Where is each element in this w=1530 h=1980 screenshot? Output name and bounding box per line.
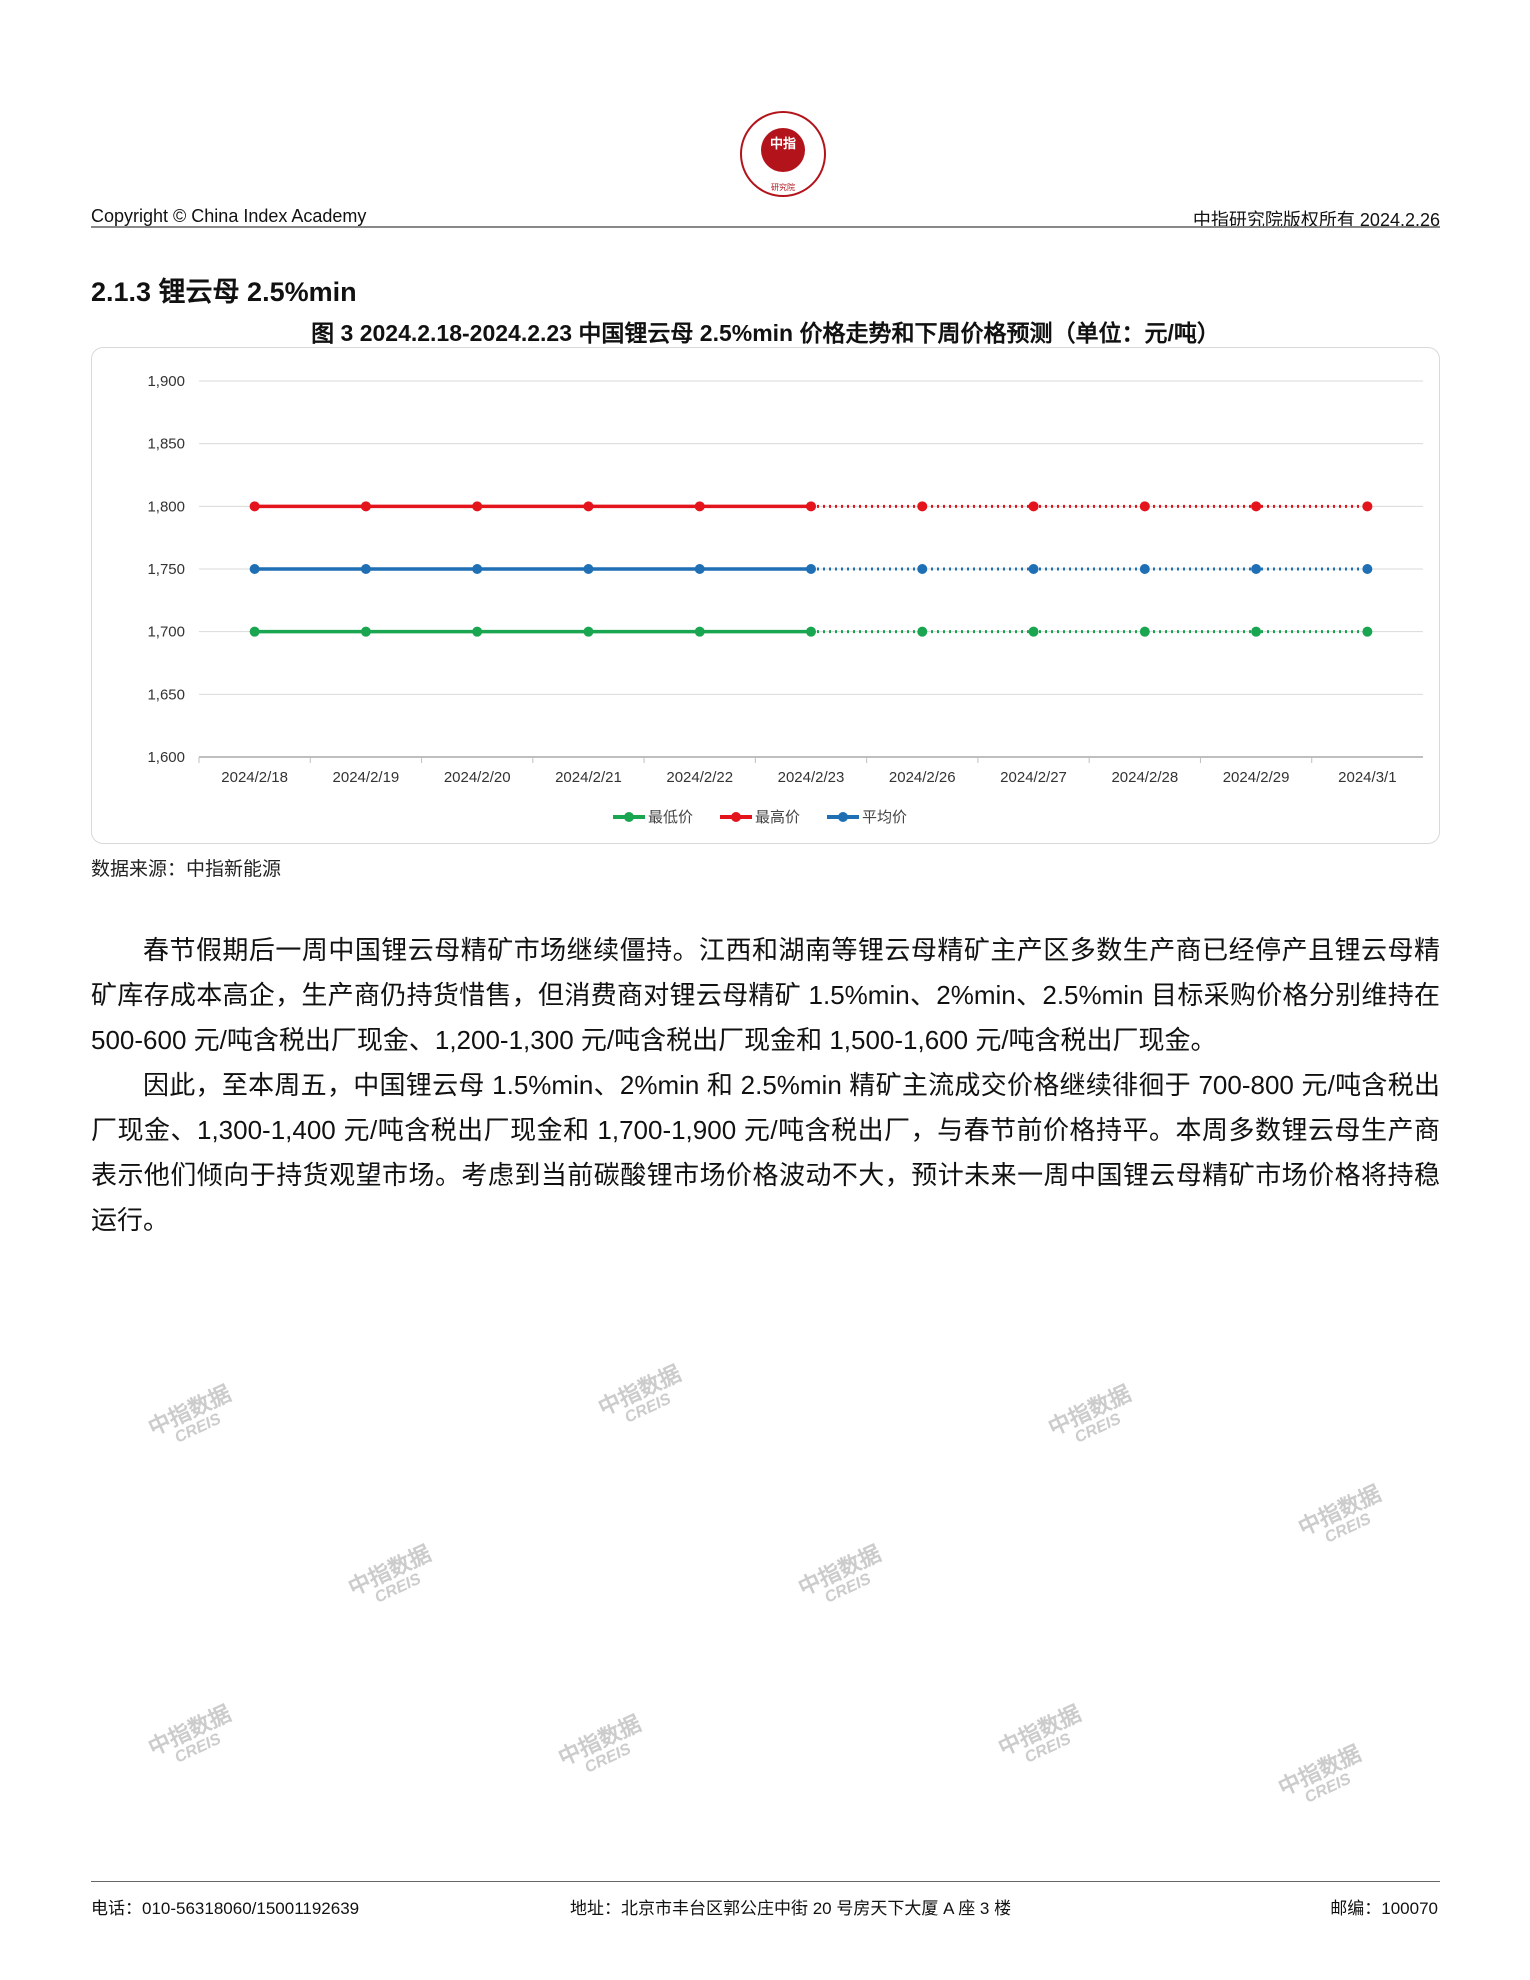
data-point bbox=[360, 564, 371, 574]
footer-divider bbox=[91, 1881, 1440, 1882]
footer-zipcode: 邮编：100070 bbox=[1330, 1899, 1438, 1918]
watermark: 中指数据 CREIS bbox=[794, 1540, 885, 1607]
watermark: 中指数据 CREIS bbox=[144, 1700, 235, 1767]
footer-phone: 电话：010-56318060/15001192639 bbox=[91, 1899, 360, 1918]
data-point bbox=[1362, 564, 1373, 574]
data-point bbox=[1362, 501, 1373, 512]
logo-bottom-text: 研究院 bbox=[771, 182, 795, 192]
logo-center-text: 中指 bbox=[770, 136, 796, 151]
body-text: 春节假期后一周中国锂云母精矿市场继续僵持。江西和湖南等锂云母精矿主产区多数生产商… bbox=[91, 928, 1440, 1243]
rights-text: 中指研究院版权所有 2024.2.26 bbox=[1192, 210, 1440, 230]
legend-marker bbox=[731, 812, 741, 822]
data-point bbox=[1139, 501, 1150, 512]
data-point bbox=[1251, 501, 1262, 512]
paragraph: 春节假期后一周中国锂云母精矿市场继续僵持。江西和湖南等锂云母精矿主产区多数生产商… bbox=[91, 935, 1440, 1055]
x-tick-label: 2024/2/28 bbox=[1111, 769, 1178, 786]
x-tick-label: 2024/2/18 bbox=[221, 769, 288, 786]
data-point bbox=[917, 564, 928, 574]
data-point bbox=[694, 501, 705, 512]
data-point bbox=[806, 626, 816, 637]
y-tick-label: 1,850 bbox=[147, 436, 185, 453]
y-tick-label: 1,900 bbox=[147, 373, 185, 390]
data-point bbox=[1251, 626, 1262, 637]
y-tick-label: 1,650 bbox=[147, 686, 185, 703]
data-point bbox=[249, 626, 260, 637]
watermark: 中指数据 CREIS bbox=[594, 1360, 685, 1427]
copyright-text: Copyright © China Index Academy bbox=[91, 206, 367, 226]
data-point bbox=[806, 564, 816, 574]
x-tick-label: 2024/2/26 bbox=[889, 769, 956, 786]
data-source: 数据来源：中指新能源 bbox=[91, 859, 282, 880]
data-point bbox=[249, 564, 260, 574]
chart-frame bbox=[91, 347, 1440, 844]
data-point bbox=[1028, 501, 1039, 512]
data-point bbox=[1362, 626, 1373, 637]
x-tick-label: 2024/2/27 bbox=[1000, 769, 1067, 786]
x-tick-label: 2024/2/19 bbox=[333, 769, 400, 786]
data-point bbox=[917, 626, 928, 637]
legend-label: 最低价 bbox=[648, 809, 693, 826]
watermark: 中指数据 CREIS bbox=[144, 1380, 235, 1447]
x-tick-label: 2024/2/22 bbox=[666, 769, 733, 786]
data-point bbox=[1139, 626, 1150, 637]
y-tick-label: 1,700 bbox=[147, 624, 185, 641]
x-tick-label: 2024/3/1 bbox=[1338, 769, 1396, 786]
watermark: 中指数据 CREIS bbox=[1274, 1740, 1365, 1807]
data-point bbox=[249, 501, 260, 512]
header-divider bbox=[91, 226, 1440, 228]
data-point bbox=[583, 501, 594, 512]
figure-title: 图 3 2024.2.18-2024.2.23 中国锂云母 2.5%min 价格… bbox=[311, 320, 1220, 346]
paragraph: 因此，至本周五，中国锂云母 1.5%min、2%min 和 2.5%min 精矿… bbox=[91, 1070, 1440, 1235]
watermark: 中指数据 CREIS bbox=[1294, 1480, 1385, 1547]
china-index-academy-logo: 中指 研究院 bbox=[740, 111, 826, 197]
data-point bbox=[694, 564, 705, 574]
y-tick-label: 1,600 bbox=[147, 749, 185, 766]
y-tick-label: 1,750 bbox=[147, 561, 185, 578]
data-point bbox=[472, 501, 483, 512]
watermark: 中指数据 CREIS bbox=[344, 1540, 435, 1607]
watermark: 中指数据 CREIS bbox=[994, 1700, 1085, 1767]
data-point bbox=[583, 626, 594, 637]
legend-marker bbox=[838, 812, 848, 822]
data-point bbox=[472, 564, 483, 574]
data-point bbox=[1028, 626, 1039, 637]
data-point bbox=[806, 501, 816, 512]
data-point bbox=[917, 501, 928, 512]
data-point bbox=[360, 626, 371, 637]
data-point bbox=[360, 501, 371, 512]
data-point bbox=[1251, 564, 1262, 574]
section-title: 2.1.3 锂云母 2.5%min bbox=[91, 277, 357, 307]
x-tick-label: 2024/2/29 bbox=[1223, 769, 1290, 786]
x-tick-label: 2024/2/23 bbox=[778, 769, 845, 786]
legend-label: 最高价 bbox=[755, 809, 800, 826]
data-point bbox=[694, 626, 705, 637]
legend-marker bbox=[624, 812, 634, 822]
watermark: 中指数据 CREIS bbox=[554, 1710, 645, 1777]
data-point bbox=[472, 626, 483, 637]
legend-label: 平均价 bbox=[862, 809, 907, 826]
x-tick-label: 2024/2/20 bbox=[444, 769, 511, 786]
price-line-chart: 1,600 1,650 1,700 1,750 1,800 1,850 1,900 2024/… bbox=[147, 373, 1423, 826]
data-point bbox=[1028, 564, 1039, 574]
data-point bbox=[583, 564, 594, 574]
data-point bbox=[1139, 564, 1150, 574]
watermark: 中指数据 CREIS bbox=[1044, 1380, 1135, 1447]
footer-address: 地址：北京市丰台区郭公庄中街 20 号房天下大厦 A 座 3 楼 bbox=[570, 1899, 1012, 1918]
y-tick-label: 1,800 bbox=[147, 498, 185, 515]
x-tick-label: 2024/2/21 bbox=[555, 769, 622, 786]
